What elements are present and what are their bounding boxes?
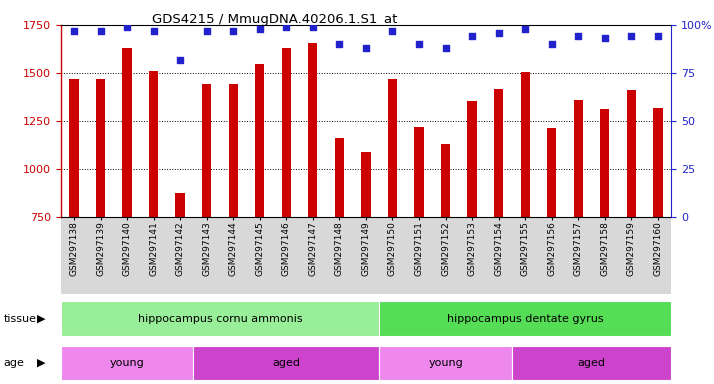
Point bbox=[201, 28, 212, 34]
Bar bbox=[512, 346, 671, 380]
Bar bbox=[308, 43, 318, 217]
Point bbox=[174, 56, 186, 63]
Bar bbox=[361, 152, 371, 217]
Bar bbox=[547, 128, 556, 217]
Point bbox=[440, 45, 451, 51]
Bar bbox=[176, 193, 185, 217]
Bar bbox=[600, 109, 610, 217]
Point bbox=[333, 41, 345, 47]
Text: young: young bbox=[428, 358, 463, 368]
Point bbox=[148, 28, 159, 34]
Bar bbox=[627, 90, 636, 217]
Bar bbox=[69, 79, 79, 217]
Text: GDS4215 / MmugDNA.40206.1.S1_at: GDS4215 / MmugDNA.40206.1.S1_at bbox=[151, 13, 397, 26]
Bar bbox=[388, 79, 397, 217]
Text: ▶: ▶ bbox=[37, 314, 46, 324]
Point bbox=[387, 28, 398, 34]
Point bbox=[360, 45, 371, 51]
Bar bbox=[122, 48, 131, 217]
Bar bbox=[149, 71, 159, 217]
Bar bbox=[228, 84, 238, 217]
Point bbox=[573, 33, 584, 40]
Bar bbox=[441, 144, 451, 217]
Bar bbox=[573, 100, 583, 217]
Point bbox=[95, 28, 106, 34]
Point bbox=[493, 30, 504, 36]
Bar bbox=[281, 48, 291, 217]
Point bbox=[466, 33, 478, 40]
Point bbox=[307, 24, 318, 30]
Text: young: young bbox=[110, 358, 144, 368]
Text: tissue: tissue bbox=[4, 314, 36, 324]
Bar bbox=[653, 108, 663, 217]
Bar bbox=[255, 65, 264, 217]
Text: aged: aged bbox=[578, 358, 605, 368]
Text: age: age bbox=[4, 358, 24, 368]
Point bbox=[121, 24, 133, 30]
Text: ▶: ▶ bbox=[37, 358, 46, 368]
Bar bbox=[379, 346, 512, 380]
Bar bbox=[202, 84, 211, 217]
Point bbox=[254, 26, 266, 32]
Bar bbox=[521, 72, 530, 217]
Point bbox=[652, 33, 663, 40]
Bar bbox=[494, 89, 503, 217]
Point bbox=[228, 28, 239, 34]
Point bbox=[69, 28, 80, 34]
Text: aged: aged bbox=[272, 358, 301, 368]
Point bbox=[520, 26, 531, 32]
Bar bbox=[468, 101, 477, 217]
Text: hippocampus cornu ammonis: hippocampus cornu ammonis bbox=[138, 314, 302, 324]
Point bbox=[413, 41, 425, 47]
Bar bbox=[414, 127, 423, 217]
Bar bbox=[96, 79, 105, 217]
Point bbox=[281, 24, 292, 30]
Point bbox=[625, 33, 637, 40]
Bar bbox=[61, 346, 193, 380]
Point bbox=[599, 35, 610, 41]
Bar bbox=[193, 346, 379, 380]
Bar bbox=[379, 301, 671, 336]
Point bbox=[546, 41, 558, 47]
Bar bbox=[335, 138, 344, 217]
Text: hippocampus dentate gyrus: hippocampus dentate gyrus bbox=[447, 314, 603, 324]
Bar bbox=[61, 301, 379, 336]
